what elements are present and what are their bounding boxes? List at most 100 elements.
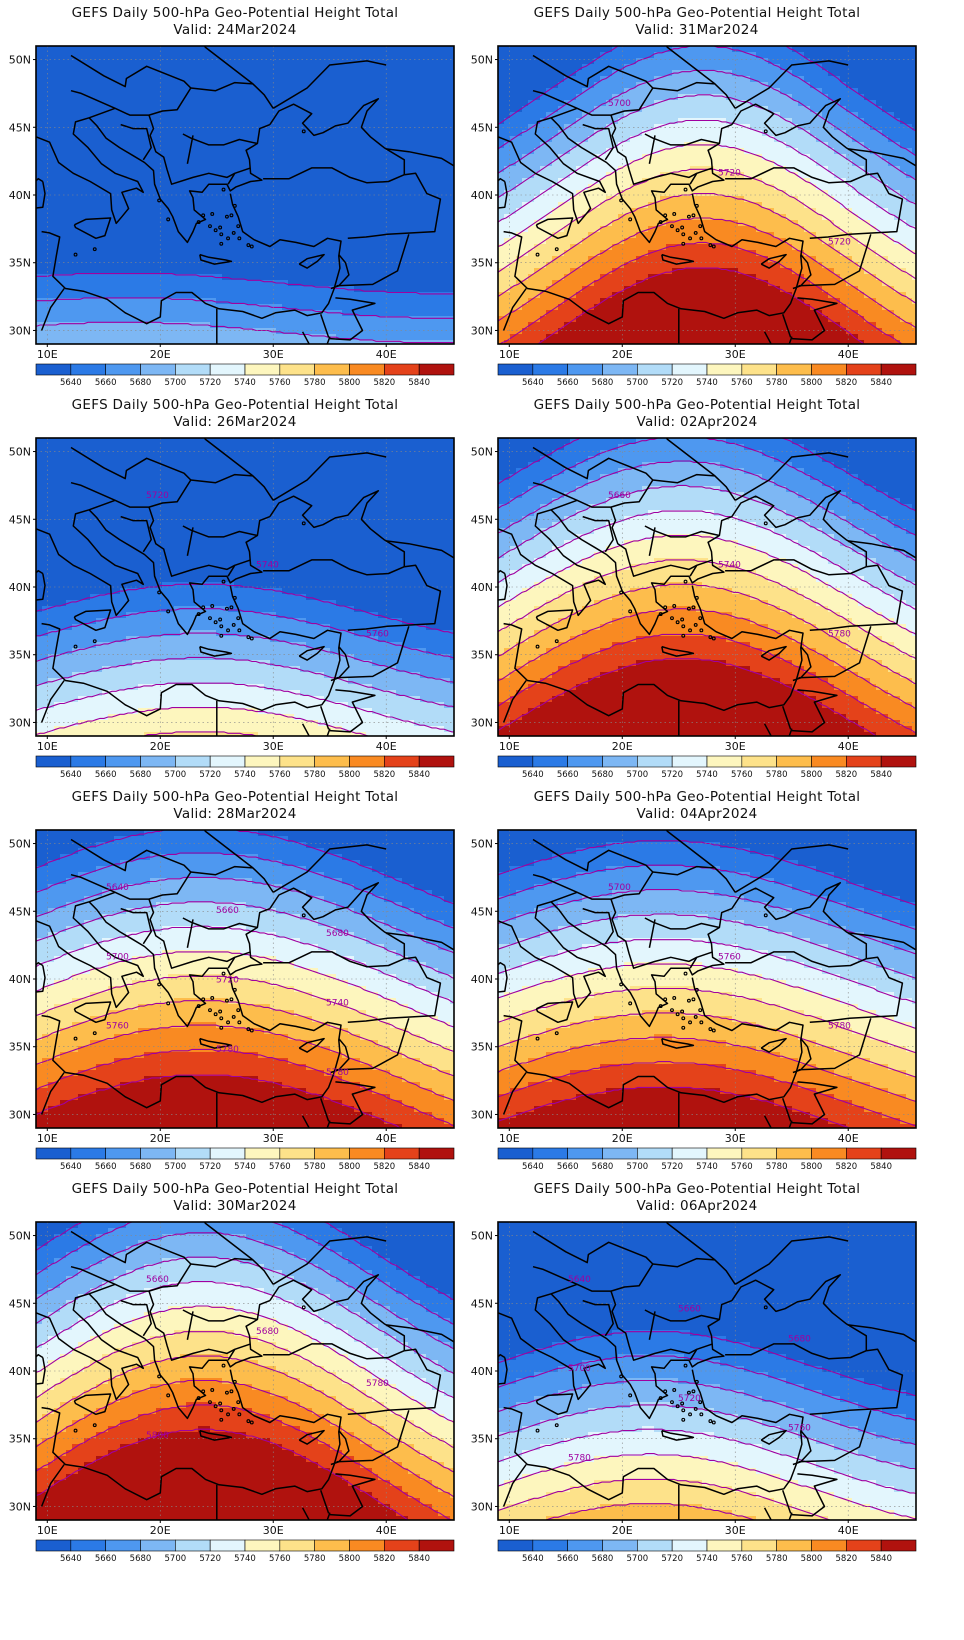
coastline [182, 525, 258, 538]
island [196, 220, 201, 225]
lat-label: 45N [471, 1297, 493, 1310]
island [681, 1417, 686, 1422]
lat-label: 40N [9, 581, 31, 594]
colorbar-swatch [209, 755, 246, 768]
map-canvas: 5700 5720 5720 50N 45N 40N 35N 30N 10E 20E 30E 40E 5… [471, 45, 917, 388]
colorbar-label: 5740 [696, 1554, 718, 1564]
coastline [336, 626, 410, 679]
lon-label: 20E [612, 740, 633, 753]
lon-label: 20E [150, 1132, 171, 1145]
colorbar-swatch [384, 755, 420, 768]
coastline [88, 509, 271, 636]
contour-line [36, 632, 454, 684]
coastline [298, 645, 325, 661]
colorbar-swatch [497, 755, 534, 768]
contour-line [498, 658, 877, 736]
coastline [760, 1429, 787, 1445]
island [670, 1400, 674, 1405]
colorbar-label: 5760 [269, 770, 291, 780]
island [208, 616, 212, 621]
coastline [148, 114, 251, 185]
colorbar-label: 5760 [269, 378, 291, 388]
colorbar-swatch [314, 755, 350, 768]
colorbar-label: 5720 [661, 378, 683, 388]
coastline [791, 1473, 838, 1517]
contour-line [36, 273, 454, 295]
coastline [502, 680, 527, 723]
island [554, 639, 559, 644]
colorbar-label: 5800 [339, 770, 361, 780]
coastline [498, 1293, 607, 1401]
coastline [36, 901, 145, 1009]
coastline [791, 297, 838, 341]
height-field: 5660 5740 5780 [498, 438, 916, 736]
coastline [535, 1393, 574, 1416]
contour-line [498, 559, 916, 660]
island [670, 224, 674, 229]
island [210, 604, 215, 608]
contour-label: 5720 [828, 238, 851, 248]
island [681, 232, 686, 237]
lon-label: 30E [263, 1524, 284, 1537]
colorbar-swatch [70, 755, 106, 768]
coastline [269, 882, 406, 959]
coastline [70, 873, 116, 893]
island [157, 982, 162, 987]
coastline [120, 515, 152, 553]
lon-label: 20E [150, 348, 171, 361]
colorbar-label: 5760 [731, 378, 753, 388]
island [229, 997, 234, 1002]
coastline [329, 689, 376, 733]
contour-line [36, 608, 454, 659]
colorbar-label: 5680 [130, 770, 152, 780]
island [219, 1025, 224, 1030]
colorbar-swatch [209, 1147, 246, 1160]
contour-line [36, 1428, 409, 1520]
colorbar-label: 5740 [696, 378, 718, 388]
coastline [550, 901, 733, 1028]
lat-label: 50N [9, 1230, 31, 1243]
island [246, 243, 251, 248]
colorbar-label: 5680 [130, 378, 152, 388]
lat-label: 35N [471, 1433, 493, 1446]
colorbar-swatch [567, 755, 603, 768]
island [628, 1001, 633, 1006]
lat-label: 40N [9, 189, 31, 202]
island [224, 1390, 229, 1395]
colorbar-label: 5680 [592, 770, 614, 780]
colorbar-swatch [776, 363, 812, 376]
colorbar-swatch [880, 755, 917, 768]
contour-label: 5680 [256, 1327, 279, 1337]
colorbar-label: 5760 [731, 1554, 753, 1564]
coastline [330, 1430, 350, 1466]
island [219, 624, 224, 629]
lon-label: 20E [612, 348, 633, 361]
coastline [503, 585, 804, 717]
panel-title: GEFS Daily 500-hPa Geo-Potential Height … [462, 5, 932, 22]
colorbar-swatch [706, 1539, 743, 1552]
coastline [498, 509, 607, 617]
contour-line [498, 1478, 836, 1520]
coastline [88, 1257, 274, 1295]
contour-line [498, 46, 916, 132]
contour-label: 5780 [326, 1068, 349, 1078]
lon-label: 30E [263, 1132, 284, 1145]
contour-line [36, 682, 454, 733]
colorbar-label: 5800 [339, 378, 361, 388]
coastline [36, 569, 46, 601]
lon-label: 10E [499, 740, 520, 753]
contour-label: 5780 [828, 1022, 851, 1032]
colorbar-swatch [349, 1147, 385, 1160]
map-panel: GEFS Daily 500-hPa Geo-Potential Height … [462, 392, 932, 792]
coastline [88, 1293, 271, 1420]
coastline [763, 723, 793, 736]
coastline [582, 123, 614, 161]
contour-line [36, 1404, 453, 1520]
coastline [40, 288, 65, 331]
valid-date: Valid: 30Mar2024 [0, 1198, 470, 1215]
island [246, 1419, 251, 1424]
island [693, 1406, 698, 1411]
colorbar-swatch [175, 363, 211, 376]
contour-line [498, 217, 916, 329]
coastline [781, 1489, 792, 1514]
